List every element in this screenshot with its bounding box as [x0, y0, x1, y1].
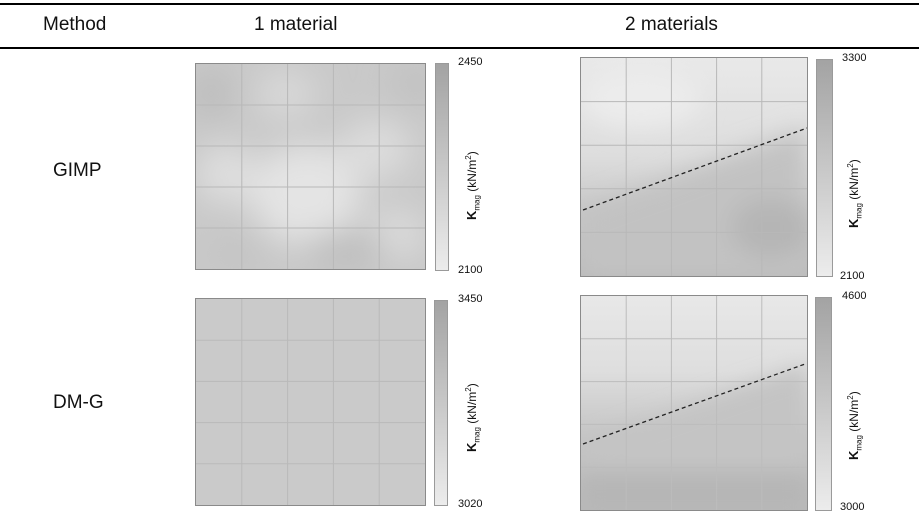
dmg-one-material-plot: [195, 298, 426, 506]
header-one-material: 1 material: [254, 14, 338, 35]
header-two-materials: 2 materials: [625, 14, 718, 35]
gimp-two-materials-colorbar-max: 3300: [842, 52, 867, 64]
dmg-two-materials-colorbar-max: 4600: [842, 290, 867, 302]
dmg-one-material-colorbar-max: 3450: [458, 293, 483, 305]
dmg-two-materials-colorbar-min: 3000: [840, 501, 865, 513]
gimp-two-materials-plot: [580, 57, 808, 277]
table-header-rule: [0, 47, 919, 49]
dmg-one-material-colorbar: [434, 300, 448, 506]
gimp-two-materials-colorbar: [816, 59, 833, 277]
header-method: Method: [43, 14, 107, 35]
gimp-one-material-colorbar: [435, 63, 449, 271]
dmg-two-materials-colorbar: [815, 297, 832, 511]
dmg-one-material-colorbar-label: Kmag (kN/m2): [464, 383, 482, 452]
dmg-interface-line: [582, 363, 806, 445]
gimp-two-materials-colorbar-label: Kmag (kN/m2): [846, 159, 864, 228]
row-label-gimp: GIMP: [53, 160, 102, 181]
dmg-two-materials-colorbar-label: Kmag (kN/m2): [846, 391, 864, 460]
row-label-dmg: DM-G: [53, 392, 104, 413]
gimp-one-material-colorbar-max: 2450: [458, 56, 483, 68]
table-top-rule: [0, 3, 919, 5]
gimp-one-material-colorbar-min: 2100: [458, 264, 483, 276]
dmg-one-material-colorbar-min: 3020: [458, 498, 483, 510]
dmg-two-materials-plot: [580, 295, 808, 511]
gimp-one-material-colorbar-label: Kmag (kN/m2): [464, 151, 482, 220]
gimp-one-material-plot: [195, 63, 426, 270]
gimp-two-materials-colorbar-min: 2100: [840, 270, 865, 282]
gimp-interface-line: [582, 127, 807, 211]
